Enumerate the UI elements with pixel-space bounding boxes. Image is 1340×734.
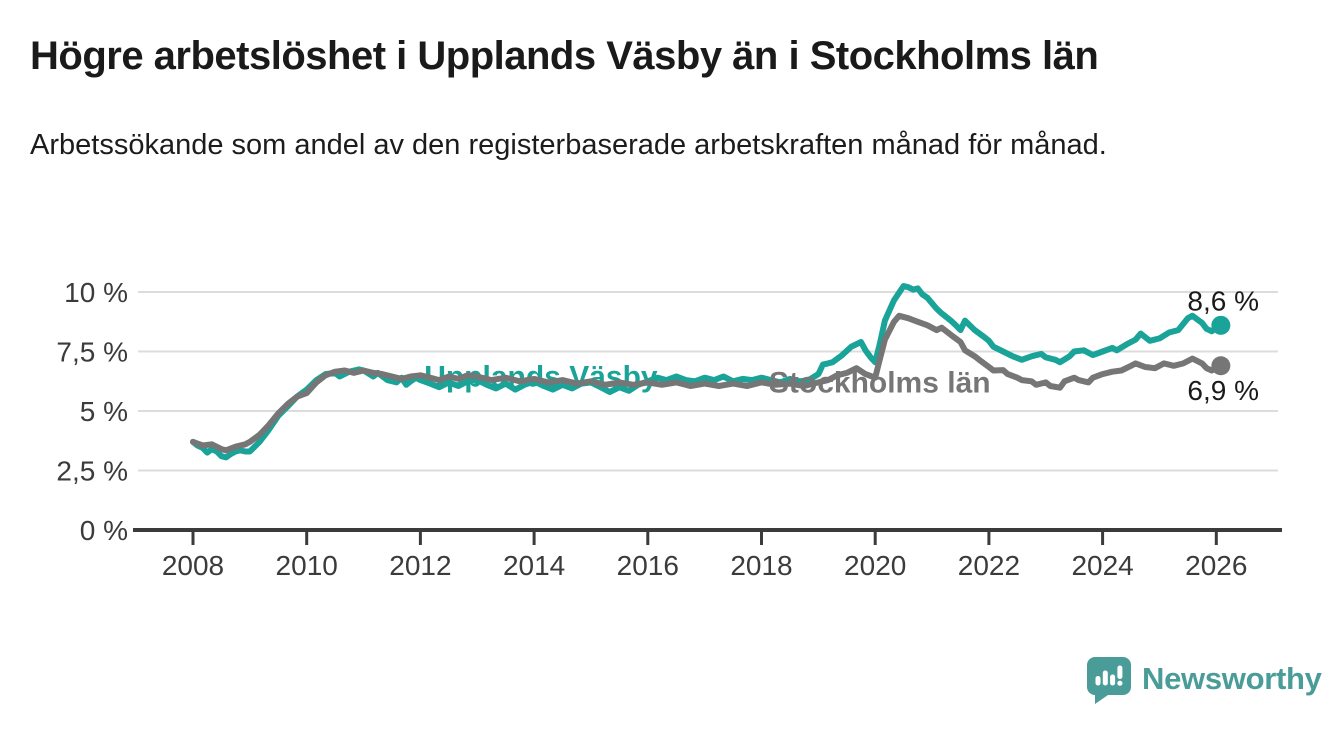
newsworthy-branding: Newsworthy (1085, 654, 1322, 704)
x-tick-label: 2008 (162, 550, 224, 581)
x-tick-label: 2014 (503, 550, 565, 581)
x-tick-label: 2010 (276, 550, 338, 581)
y-tick-label: 10 % (64, 277, 128, 308)
x-tick-label: 2024 (1071, 550, 1133, 581)
series-line-upplands-v-sby (190, 283, 1224, 461)
series-end-value-stockholms-l-n: 6,9 % (1187, 375, 1259, 406)
series-line-stockholms-l-n (190, 312, 1224, 454)
series-end-dot-upplands-v-sby (1211, 315, 1231, 335)
newsworthy-wordmark: Newsworthy (1142, 661, 1322, 696)
x-tick-label: 2026 (1185, 550, 1247, 581)
bar-chart-glyph (1095, 665, 1123, 686)
y-tick-label: 5 % (80, 396, 128, 427)
page-title: Högre arbetslöshet i Upplands Väsby än i… (30, 34, 1099, 78)
chart-subtitle: Arbetssökande som andel av den registerb… (30, 129, 1107, 161)
series-label-stockholms-l-n: Stockholms län (769, 366, 991, 399)
speech-bubble-shape (1087, 656, 1131, 704)
y-tick-label: 7,5 % (56, 337, 128, 368)
y-tick-label: 0 % (80, 515, 128, 546)
series-end-value-upplands-v-sby: 8,6 % (1187, 285, 1259, 316)
y-tick-label: 2,5 % (56, 456, 128, 487)
x-tick-label: 2016 (617, 550, 679, 581)
series-end-dot-stockholms-l-n (1211, 356, 1231, 376)
x-tick-label: 2012 (389, 550, 451, 581)
x-tick-label: 2020 (844, 550, 906, 581)
x-tick-label: 2018 (730, 550, 792, 581)
newsworthy-logo-icon (1087, 656, 1131, 704)
x-tick-label: 2022 (958, 550, 1020, 581)
